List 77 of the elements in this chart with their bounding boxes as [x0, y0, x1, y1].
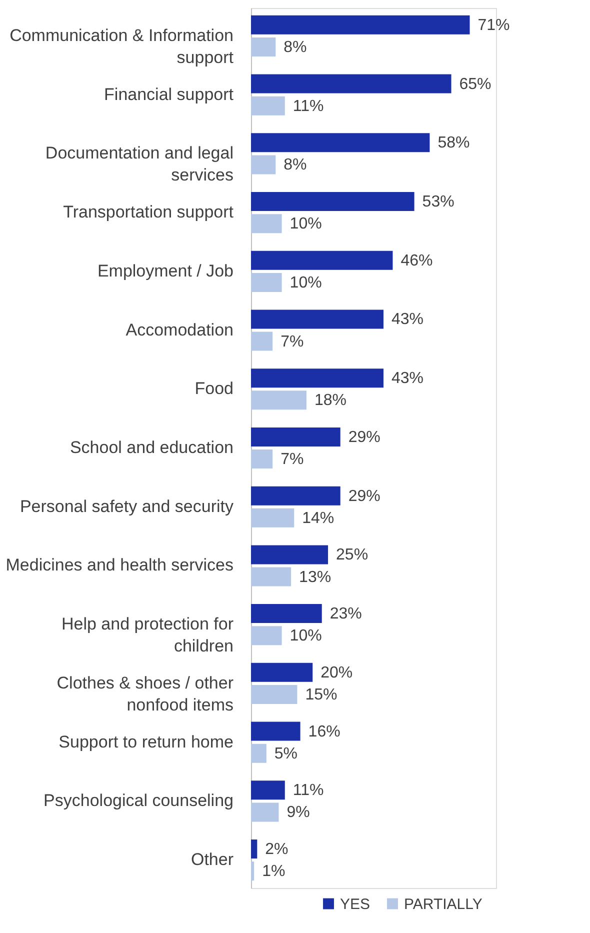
y-tick-label: Accomodation: [126, 320, 234, 340]
data-label: 7%: [280, 333, 304, 350]
data-label: 14%: [302, 510, 334, 527]
data-label: 8%: [284, 156, 307, 174]
data-label: 11%: [292, 782, 324, 800]
y-tick-label: Transportation support: [63, 202, 234, 222]
bar: [251, 310, 384, 329]
bar: [251, 604, 322, 624]
bar: [251, 662, 313, 682]
bar: [251, 450, 273, 469]
data-label: 5%: [274, 745, 298, 762]
bar: [251, 192, 414, 212]
data-label: 58%: [438, 134, 470, 152]
data-label: 43%: [391, 311, 424, 328]
bar: [251, 508, 294, 528]
bar: [251, 390, 306, 410]
bar: [251, 214, 282, 234]
bar: [251, 332, 273, 351]
y-tick-label: Support to return home: [58, 732, 234, 752]
data-label: 1%: [262, 863, 286, 880]
data-label: 16%: [308, 723, 340, 740]
data-label: 53%: [422, 194, 454, 211]
bar: [251, 96, 285, 116]
data-label: 10%: [290, 274, 322, 292]
data-label: 23%: [330, 606, 362, 623]
y-tick-label: Help and protection for children: [62, 614, 234, 656]
data-label: 15%: [305, 686, 338, 704]
bar: [251, 567, 292, 586]
data-label: 20%: [320, 664, 353, 682]
bar: [251, 780, 285, 800]
bar: [251, 626, 282, 646]
y-tick-label: Food: [194, 379, 234, 398]
bar: [251, 486, 340, 506]
y-tick-label: School and education: [70, 438, 234, 457]
data-label: 29%: [348, 428, 380, 446]
y-tick-label: Other: [190, 850, 234, 870]
bar: [251, 427, 340, 446]
y-tick-label: Documentation and legal services: [45, 144, 234, 185]
bar: [251, 684, 298, 704]
data-label: 2%: [265, 841, 288, 858]
bar: [251, 37, 276, 56]
bar: [251, 744, 266, 763]
data-label: 65%: [459, 76, 492, 93]
y-tick-label: Clothes & shoes / other nonfood items: [56, 673, 234, 714]
bar: [251, 250, 393, 270]
data-label: 10%: [290, 628, 322, 645]
data-label: 9%: [286, 804, 310, 822]
data-label: 10%: [290, 216, 322, 233]
data-label: 11%: [292, 98, 324, 115]
legend-label: PARTIALLY: [404, 896, 482, 913]
data-label: 18%: [314, 392, 346, 410]
bar: [251, 133, 430, 152]
y-tick-label: Personal safety and security: [20, 496, 234, 516]
bar: [251, 722, 300, 741]
bar: [251, 368, 384, 388]
bar: [251, 272, 282, 292]
bar: [251, 840, 258, 859]
data-label: 25%: [336, 546, 368, 564]
data-label: 7%: [280, 451, 304, 468]
data-label: 43%: [391, 370, 424, 388]
y-tick-label: Financial support: [104, 84, 234, 104]
bar: [251, 862, 254, 881]
legend-label: YES: [340, 896, 370, 913]
data-label: 29%: [348, 488, 380, 505]
bar: [251, 15, 470, 34]
y-tick-label: Communication & Information support: [10, 26, 234, 67]
data-label: 13%: [299, 568, 332, 586]
data-label: 46%: [400, 252, 433, 270]
bar: [251, 74, 452, 94]
data-label: 8%: [284, 38, 307, 56]
y-tick-label: Employment / Job: [97, 261, 234, 280]
bar: [251, 545, 328, 564]
y-tick-label: Medicines and health services: [6, 556, 234, 575]
data-label: 71%: [478, 16, 510, 34]
bar: [251, 802, 279, 822]
bar: [251, 155, 276, 174]
y-tick-label: Psychological counseling: [44, 791, 234, 810]
